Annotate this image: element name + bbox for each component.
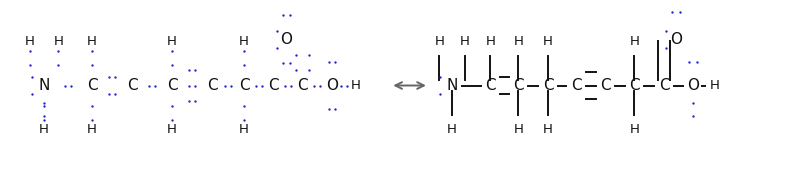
Text: C: C	[268, 78, 279, 93]
Text: O: O	[326, 78, 338, 93]
Text: C: C	[513, 78, 524, 93]
Text: H: H	[39, 123, 49, 136]
Text: O: O	[686, 78, 699, 93]
Text: H: H	[87, 35, 97, 48]
Text: N: N	[446, 78, 458, 93]
Text: C: C	[658, 78, 670, 93]
Text: H: H	[239, 123, 249, 136]
Text: H: H	[630, 35, 639, 48]
Text: H: H	[543, 123, 553, 136]
Text: C: C	[297, 78, 308, 93]
Text: H: H	[514, 123, 523, 136]
Text: H: H	[239, 35, 249, 48]
Text: H: H	[710, 79, 719, 92]
Text: N: N	[38, 78, 50, 93]
Text: C: C	[166, 78, 178, 93]
Text: O: O	[670, 32, 682, 47]
Text: H: H	[514, 35, 523, 48]
Text: C: C	[206, 78, 218, 93]
Text: H: H	[167, 35, 177, 48]
Text: C: C	[238, 78, 250, 93]
Text: O: O	[280, 32, 293, 47]
Text: C: C	[542, 78, 554, 93]
Text: H: H	[543, 35, 553, 48]
Text: H: H	[460, 35, 470, 48]
Text: H: H	[434, 35, 444, 48]
Text: C: C	[600, 78, 611, 93]
Text: H: H	[486, 35, 495, 48]
Text: H: H	[87, 123, 97, 136]
Text: H: H	[630, 123, 639, 136]
Text: C: C	[485, 78, 496, 93]
Text: C: C	[629, 78, 640, 93]
Text: C: C	[126, 78, 138, 93]
Text: H: H	[54, 35, 63, 48]
Text: H: H	[25, 35, 34, 48]
Text: H: H	[167, 123, 177, 136]
Text: H: H	[351, 79, 361, 92]
Text: H: H	[447, 123, 457, 136]
Text: C: C	[86, 78, 98, 93]
Text: C: C	[570, 78, 582, 93]
